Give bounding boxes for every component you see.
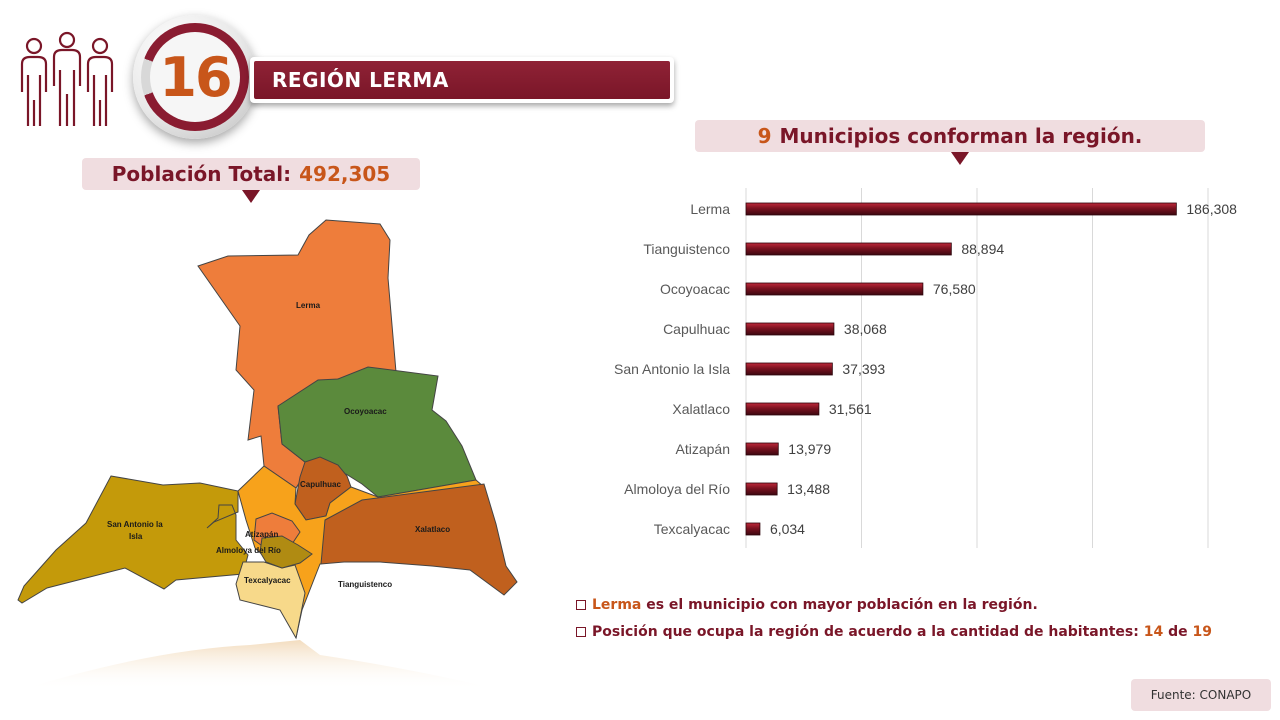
chart-category-label: Atizapán [676,441,730,457]
chart-bar [745,202,1177,216]
checkbox-bullet-icon [576,600,586,610]
note-region-rank: Posición que ocupa la región de acuerdo … [576,624,1212,640]
region-title-fill: REGIÓN LERMA [254,61,670,99]
chart-bar [745,362,833,376]
municipalities-arrow-icon [951,152,969,165]
map-label-san-antonio-1: San Antonio la [107,520,163,529]
source-pill: Fuente: CONAPO [1131,679,1271,711]
chart-bar [745,402,820,416]
map-label-san-antonio-2: Isla [129,532,143,541]
people-group-icon [20,31,114,126]
region-number-badge: 16 [133,15,257,139]
map-label-tianguistenco: Tianguistenco [338,580,392,589]
region-number: 16 [159,45,232,109]
region-title: REGIÓN LERMA [272,68,449,92]
note-2-of: de [1168,624,1188,640]
chart-value-label: 6,034 [770,521,805,537]
population-total-pill: Población Total: 492,305 [82,158,420,190]
municipalities-count: 9 [757,124,772,148]
note-2-text: Posición que ocupa la región de acuerdo … [592,624,1139,640]
map-region-almoloya [259,535,313,569]
chart-category-label: Tianguistenco [643,241,730,257]
region-title-bar: REGIÓN LERMA [250,57,674,103]
chart-value-label: 76,580 [933,281,976,297]
map-region-san-antonio [17,475,249,604]
note-1-highlight: Lerma [592,597,642,613]
chart-category-label: Capulhuac [663,321,730,337]
chart-bar [745,442,779,456]
population-label: Población Total: [111,162,292,186]
chart-category-label: Xalatlaco [672,401,730,417]
map-label-atizapan: Atizapán [245,530,278,539]
chart-value-label: 186,308 [1186,201,1237,217]
population-arrow-icon [242,190,260,203]
population-bar-chart: Lerma Tianguistenco Ocoyoacac Capulhuac San … [614,188,1237,548]
map-label-capulhuac: Capulhuac [300,480,341,489]
map-region-texcalyacac [235,561,306,640]
population-value: 492,305 [299,162,391,186]
chart-value-label: 38,068 [844,321,887,337]
note-2-rank: 14 [1143,624,1164,640]
chart-bar [745,322,835,336]
chart-bar [745,522,761,536]
map-region-xalatlaco [320,483,518,596]
note-largest-municipality: Lerma es el municipio con mayor població… [576,597,1038,613]
map-label-ocoyoacac: Ocoyoacac [344,407,387,416]
chart-value-label: 13,979 [788,441,831,457]
chart-value-label: 13,488 [787,481,830,497]
chart-value-label: 31,561 [829,401,872,417]
chart-category-label: Ocoyoacac [660,281,730,297]
chart-category-label: Almoloya del Río [624,481,730,497]
map-label-almoloya: Almoloya del Río [216,546,281,555]
chart-category-label: San Antonio la Isla [614,361,730,377]
chart-bar [745,282,924,296]
chart-bar [745,242,952,256]
region-map: Lerma Ocoyoacac Capulhuac San Antonio la… [17,219,518,690]
chart-bar [745,482,778,496]
chart-value-label: 88,894 [961,241,1004,257]
chart-value-label: 37,393 [842,361,885,377]
municipalities-pill: 9 Municipios conforman la región. [695,120,1205,152]
map-label-texcalyacac: Texcalyacac [244,576,291,585]
map-label-xalatlaco: Xalatlaco [415,525,450,534]
checkbox-bullet-icon [576,627,586,637]
chart-category-label: Lerma [690,201,730,217]
chart-category-label: Texcalyacac [654,521,730,537]
map-label-lerma: Lerma [296,301,321,310]
note-2-total: 19 [1192,624,1212,640]
municipalities-text: Municipios conforman la región. [779,124,1143,148]
source-text: Fuente: CONAPO [1150,688,1252,702]
note-1-text: es el municipio con mayor población en l… [646,597,1038,613]
map-reflection [20,640,500,690]
badge-inner: 16 [150,32,240,122]
